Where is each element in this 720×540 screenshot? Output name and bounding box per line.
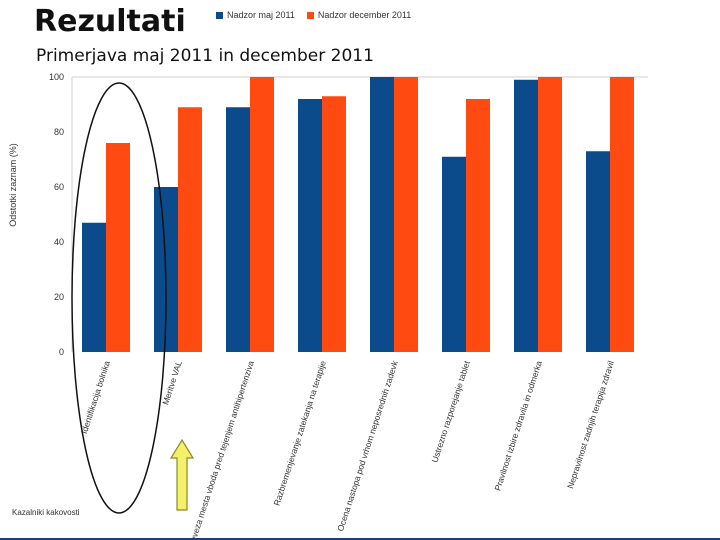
legend-swatch-series1: [216, 11, 223, 19]
bar-series1: [370, 77, 394, 352]
bar-series1: [82, 222, 106, 352]
slide-subtitle: Primerjava maj 2011 in december 2011: [36, 46, 374, 66]
x-category-label: Identifikacija bolnika: [79, 359, 112, 435]
bar-series2: [322, 96, 346, 352]
bar-series2: [394, 77, 418, 352]
y-tick-label: 100: [49, 72, 64, 82]
legend-label-series1: Nadzor maj 2011: [227, 10, 295, 20]
y-tick-label: 80: [54, 127, 64, 137]
bottom-divider: [0, 538, 720, 540]
chart-legend: Nadzor maj 2011 Nadzor december 2011: [216, 10, 411, 20]
legend-label-series2: Nadzor december 2011: [317, 10, 412, 20]
legend-swatch-series2: [306, 11, 314, 19]
x-category-label: Ustrezno razporejanje tablet: [430, 359, 473, 464]
x-category-label: Nepravilnost zadnjih terapija zdravil: [565, 359, 616, 489]
y-tick-label: 20: [54, 292, 64, 302]
legend-item-series2: Nadzor december 2011: [306, 10, 412, 20]
x-category-label: Preveza mesta vboda pred tejenjem antihi…: [185, 359, 256, 540]
bar-series2: [610, 77, 634, 352]
bar-series2: [250, 77, 274, 352]
bar-series1: [586, 151, 610, 352]
bar-series1: [442, 156, 466, 352]
highlight-ellipse: [71, 82, 167, 514]
up-arrow-icon: [169, 438, 195, 511]
x-category-label: Ocena nastopa pod vrhom neposrednih zade…: [335, 359, 400, 533]
y-tick-label: 40: [54, 237, 64, 247]
bar-series1: [514, 79, 538, 352]
slide-title: Rezultati: [34, 4, 186, 39]
footer-text: Kazalniki kakovosti: [12, 508, 80, 517]
y-tick-label: 60: [54, 182, 64, 192]
x-category-label: Razbremenjevanje zatekanja na terapije: [272, 359, 328, 507]
bar-series2: [538, 77, 562, 352]
bar-series2: [178, 107, 202, 352]
bar-series1: [298, 99, 322, 352]
bar-series2: [106, 143, 130, 352]
bar-series2: [466, 99, 490, 352]
bar-series1: [226, 107, 250, 352]
y-tick-label: 0: [59, 347, 64, 357]
y-axis-label: Odstotki zaznam (%): [8, 143, 18, 227]
x-category-label: Pravilnost izbire zdravila in odmerka: [492, 359, 544, 492]
legend-item-series1: Nadzor maj 2011: [216, 10, 295, 20]
